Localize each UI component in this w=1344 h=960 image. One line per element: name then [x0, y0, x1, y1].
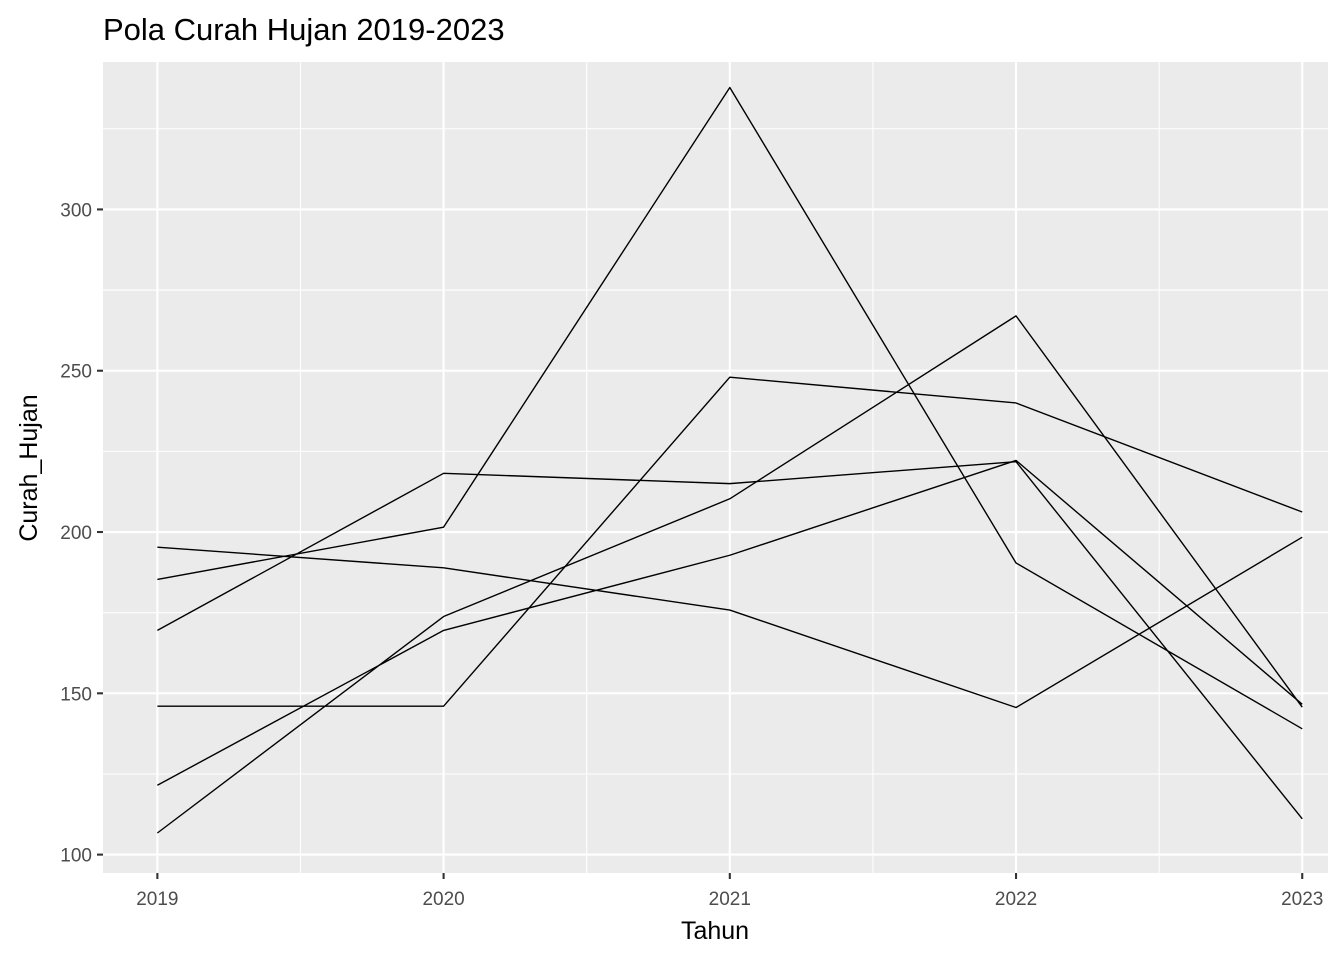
- y-axis: 100 150 200 250 300: [60, 200, 103, 867]
- x-axis: 2019 2020 2021 2022 2023: [136, 873, 1323, 910]
- chart-title: Pola Curah Hujan 2019-2023: [103, 12, 505, 47]
- series-lines: [156, 86, 1303, 834]
- y-tick-label: 150: [60, 684, 92, 705]
- x-tick-label: 2023: [1281, 889, 1323, 910]
- x-tick-label: 2021: [709, 889, 751, 910]
- y-axis-title: Curah_Hujan: [15, 394, 43, 541]
- series-line-4: [157, 376, 1303, 707]
- series-line-6: [156, 315, 1303, 834]
- series-line-1: [157, 86, 1303, 730]
- major-gridlines: [103, 62, 1328, 873]
- x-axis-title: Tahun: [681, 917, 749, 945]
- x-tick-label: 2019: [136, 889, 178, 910]
- y-tick-label: 300: [60, 200, 92, 221]
- series-line-2: [157, 536, 1303, 709]
- x-tick-label: 2022: [995, 889, 1037, 910]
- plot-panel: [103, 62, 1328, 873]
- minor-gridlines: [103, 62, 1328, 873]
- y-tick-label: 200: [60, 523, 92, 544]
- series-line-3: [157, 460, 1303, 820]
- series-line-5: [157, 459, 1303, 786]
- y-tick-label: 250: [60, 362, 92, 383]
- x-tick-label: 2020: [422, 889, 464, 910]
- y-tick-label: 100: [60, 846, 92, 867]
